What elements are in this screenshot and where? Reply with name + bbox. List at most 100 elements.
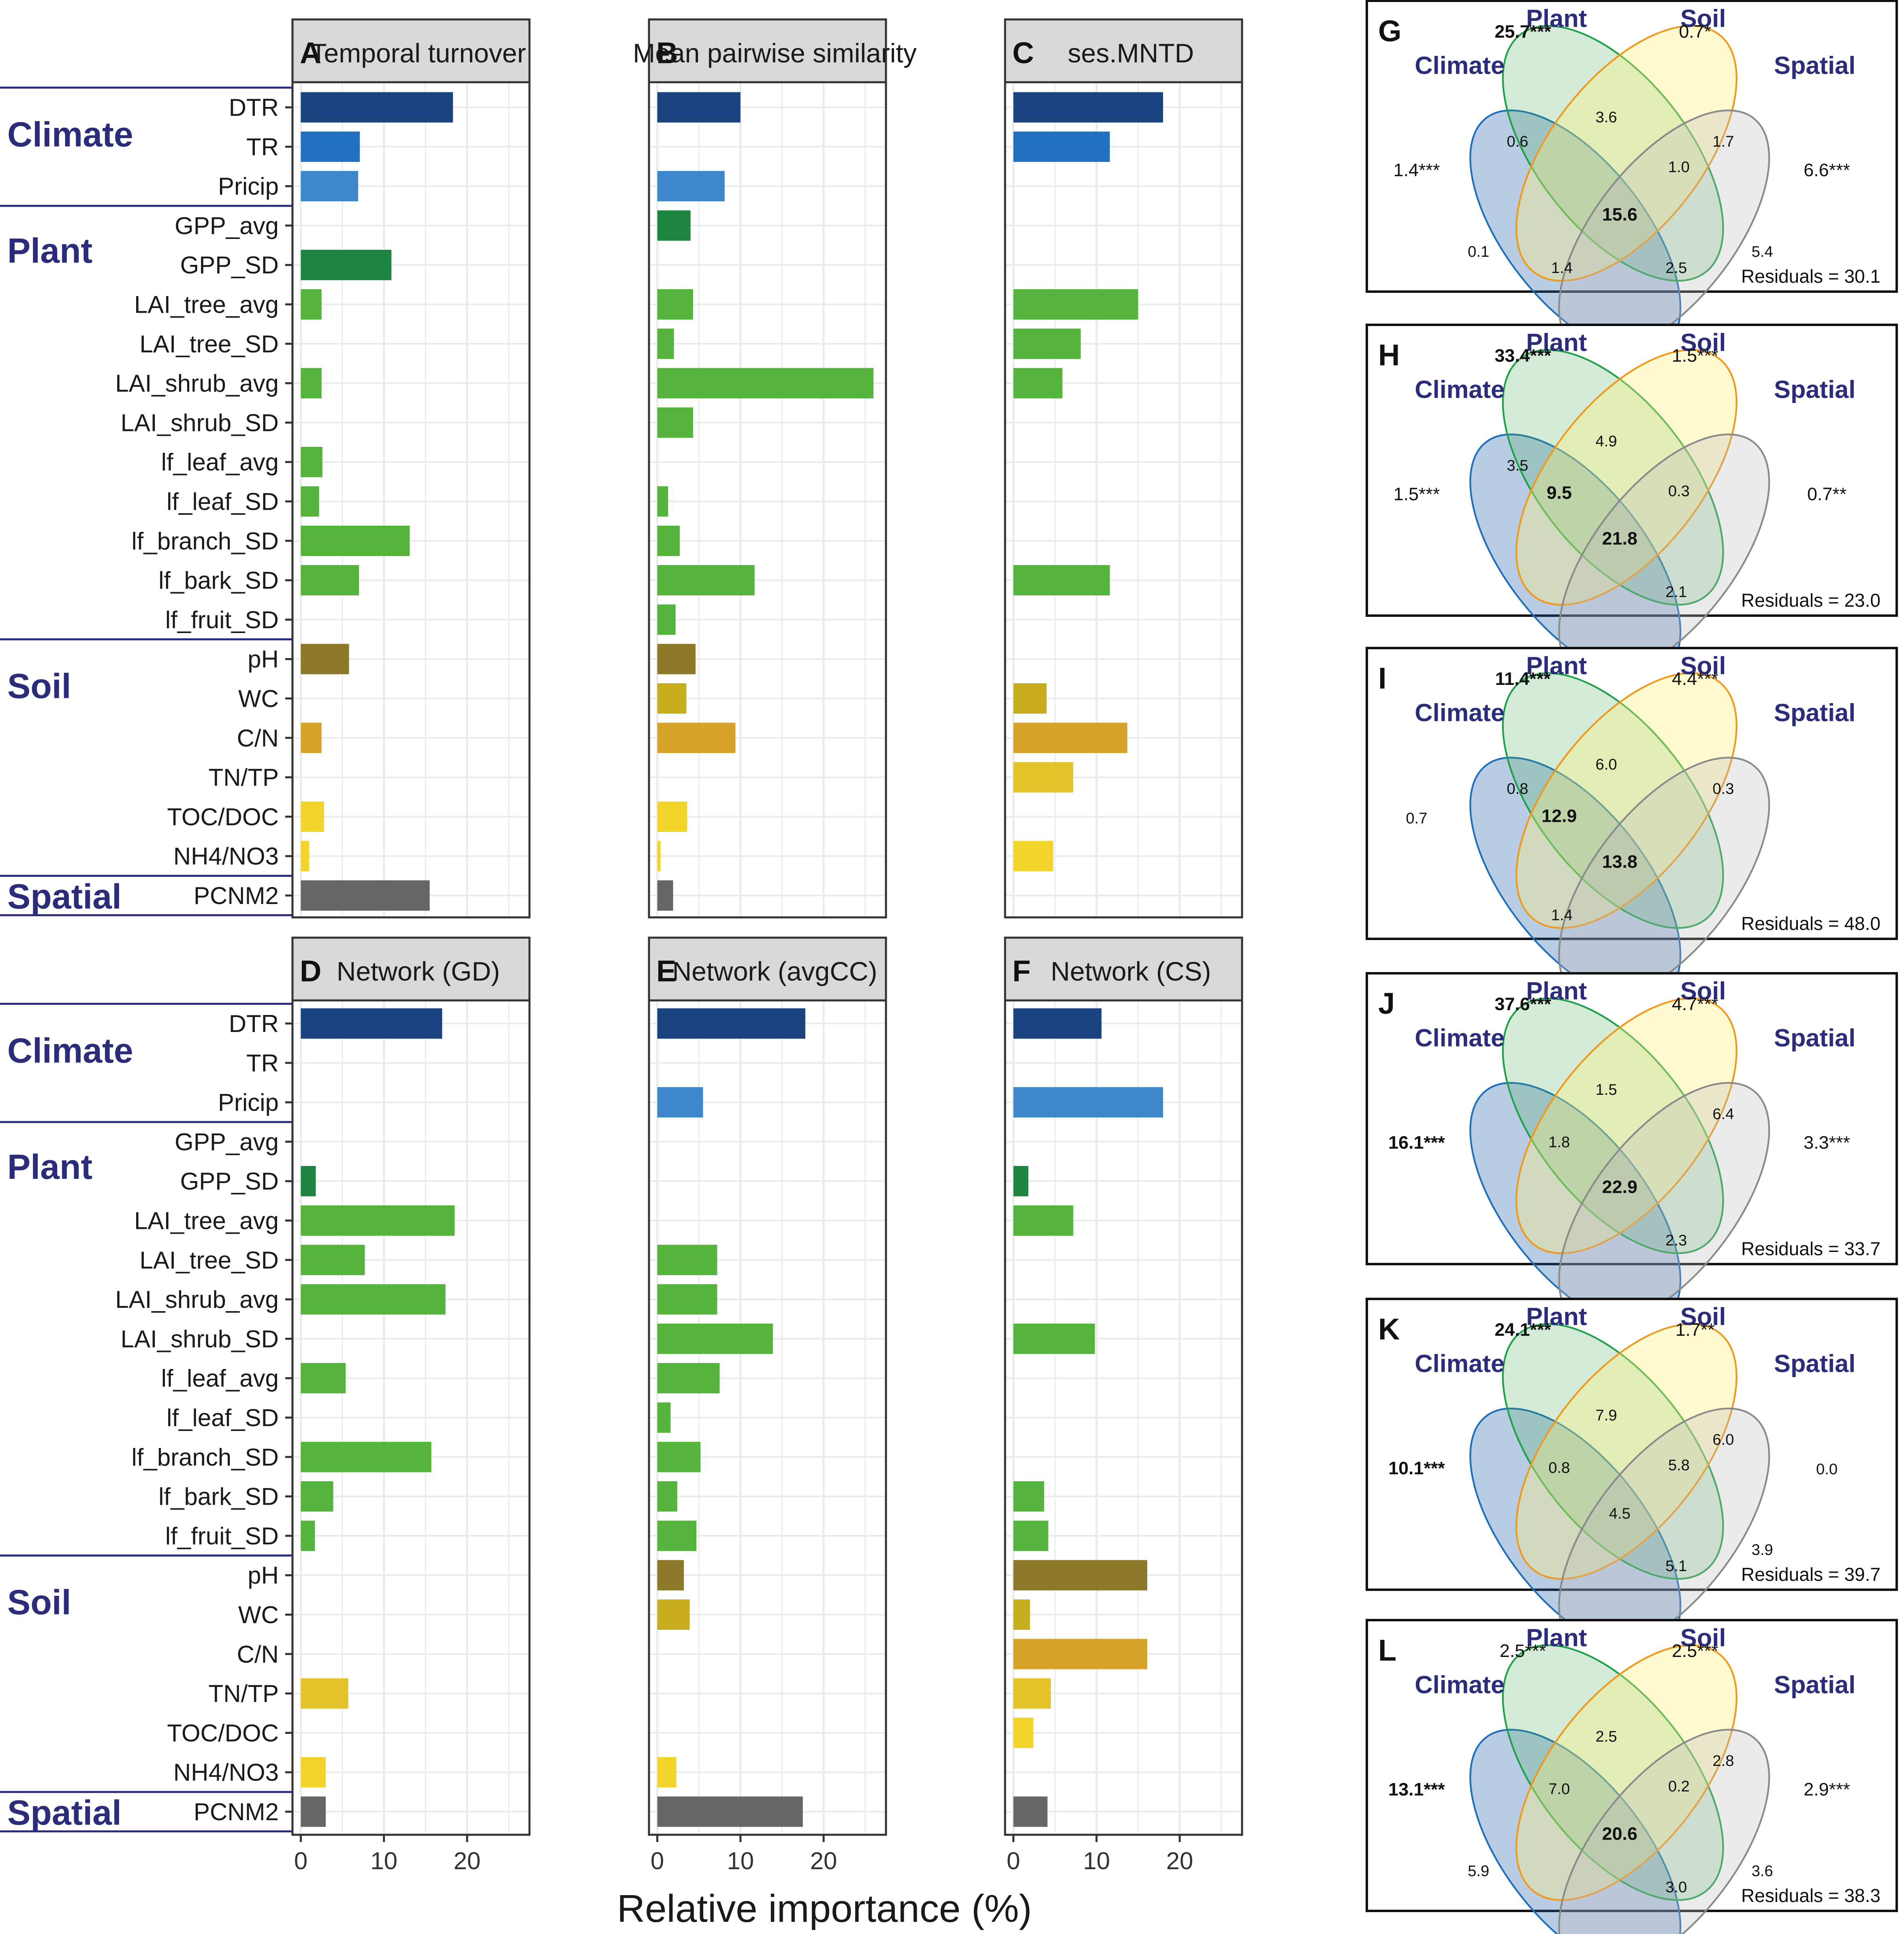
venn-label-climate: Climate <box>1415 1671 1505 1699</box>
venn-value: 6.0 <box>1712 1431 1734 1448</box>
bar-lf-bark-sd <box>1013 1481 1044 1512</box>
bar-c-n <box>1013 1639 1147 1670</box>
venn-value: 9.5 <box>1547 483 1572 503</box>
bar-lf-bark-sd <box>1013 565 1110 596</box>
y-label-lai-tree-sd: LAI_tree_SD <box>139 331 279 358</box>
panel-d: D Network (GD) 0 10 20 <box>291 936 531 1874</box>
bar-pcnm2 <box>301 1796 326 1827</box>
bar-gpp-sd <box>301 249 392 280</box>
y-label-toc-doc: TOC/DOC <box>167 1719 279 1746</box>
bar-c-n <box>657 723 736 753</box>
plot-area <box>292 82 529 917</box>
venn-diagram: Plant Soil Climate Spatial 33.4*** 1.5*** 1.5*… <box>1394 328 1855 680</box>
bar-lf-branch-sd <box>301 1441 431 1472</box>
venn-value: 4.5 <box>1609 1505 1631 1522</box>
venn-value: 1.7 <box>1712 133 1734 150</box>
bar-lai-shrub-sd <box>657 1323 773 1354</box>
venn-value: 2.8 <box>1712 1752 1734 1770</box>
panel-strip <box>1004 18 1243 83</box>
y-label-gpp-sd: GPP_SD <box>180 1168 279 1195</box>
venn-value: 2.5 <box>1596 1728 1617 1745</box>
group-label-climate: Climate <box>7 115 133 154</box>
venn-value: 1.4 <box>1551 906 1573 924</box>
y-label-dtr: DTR <box>229 1010 279 1037</box>
venn-label-spatial: Spatial <box>1774 1350 1855 1378</box>
bar-lf-branch-sd <box>657 1441 701 1472</box>
x-axis-title: Relative importance (%) <box>617 1887 1032 1930</box>
bar-toc-doc <box>1013 1717 1033 1748</box>
panel-title: Temporal turnover <box>311 38 526 68</box>
y-label-tr: TR <box>246 1049 279 1077</box>
venn-box <box>1366 0 1898 293</box>
x-tick-label: 10 <box>727 1847 754 1874</box>
bar-pricip <box>657 171 725 202</box>
venn-label-soil: Soil <box>1680 1303 1726 1331</box>
bar-tr <box>301 131 360 162</box>
bar-lai-shrub-avg <box>657 368 874 399</box>
venn-value: 13.8 <box>1602 852 1637 872</box>
bar-pricip <box>1013 1087 1163 1118</box>
venn-panel-h: H Plant Soil Climate Spatial 33.4*** 1.5*** 1.5… <box>1366 324 1898 680</box>
venn-value: 7.0 <box>1548 1780 1570 1798</box>
panel-title: Mean pairwise similarity <box>633 38 917 68</box>
venn-set-soil <box>1515 349 1738 606</box>
y-axis-row-2: DTR TR Pricip GPP_avg GPP_SD LAI_tree_avg LAI_… <box>0 1002 292 1833</box>
x-tick-label: 20 <box>454 1847 481 1874</box>
venn-value: 4.7*** <box>1672 994 1718 1014</box>
bar-lf-leaf-sd <box>301 486 319 517</box>
bar-dtr <box>1013 92 1163 123</box>
venn-value: 1.0 <box>1668 158 1690 176</box>
bar-lai-shrub-sd <box>657 407 693 438</box>
venn-value: 6.0 <box>1596 756 1617 773</box>
panel-letter: B <box>656 36 678 70</box>
y-label-lf-leaf-sd: lf_leaf_SD <box>166 488 279 515</box>
venn-diagram: Plant Soil Climate Spatial 24.1*** 1.7** 10.1*… <box>1388 1303 1855 1654</box>
venn-label-climate: Climate <box>1415 1350 1505 1378</box>
x-tick-label: 20 <box>810 1847 837 1874</box>
venn-label-climate: Climate <box>1415 52 1505 80</box>
venn-value: 4.4*** <box>1672 669 1718 689</box>
venn-residuals: Residuals = 38.3 <box>1741 1885 1881 1906</box>
venn-value: 0.8 <box>1507 780 1528 797</box>
y-axis-row-1: DTR TR Pricip GPP_avg GPP_SD LAI_tree_avg LAI_… <box>0 86 292 917</box>
venn-set-soil <box>1515 997 1738 1254</box>
venn-label-spatial: Spatial <box>1774 376 1855 404</box>
venn-set-soil <box>1515 672 1738 929</box>
y-label-c-n: C/N <box>237 725 279 752</box>
venn-value: 1.4*** <box>1394 160 1440 180</box>
venn-residuals: Residuals = 23.0 <box>1741 590 1881 611</box>
bar-dtr <box>301 1008 442 1039</box>
venn-value: 1.5 <box>1596 1081 1617 1098</box>
bar-lf-leaf-avg <box>657 1363 720 1394</box>
venn-value: 0.3 <box>1668 482 1690 500</box>
venn-panel-i: I Plant Soil Climate Spatial 11.4*** 4.4*** 0.7… <box>1366 647 1898 1003</box>
panel-title: ses.MNTD <box>1068 38 1194 68</box>
venn-value: 2.9*** <box>1804 1779 1850 1800</box>
bar-c-n <box>301 723 322 753</box>
venn-label-plant: Plant <box>1526 977 1587 1005</box>
bar-nh4-no3 <box>657 841 661 872</box>
venn-value: 4.9 <box>1596 433 1617 450</box>
panel-border <box>648 81 887 919</box>
bar-lai-tree-avg <box>657 289 693 320</box>
bar-pcnm2 <box>657 1796 803 1827</box>
bar-toc-doc <box>301 801 324 832</box>
venn-label-soil: Soil <box>1680 977 1726 1005</box>
venn-residuals: Residuals = 48.0 <box>1741 913 1881 934</box>
panel-letter: A <box>300 36 321 70</box>
bar-lf-bark-sd <box>301 1481 333 1512</box>
bar-lai-shrub-sd <box>1013 1323 1095 1354</box>
venn-value: 0.2 <box>1668 1778 1690 1795</box>
bar-ph <box>301 644 349 674</box>
venn-value: 2.5*** <box>1672 1641 1718 1661</box>
venn-diagram: Plant Soil Climate Spatial 11.4*** 4.4*** 0.7 0… <box>1406 652 1855 1003</box>
bar-ph <box>657 644 696 674</box>
bar-lf-leaf-avg <box>301 1363 346 1394</box>
group-label-soil: Soil <box>7 1583 71 1622</box>
venn-value: 3.5 <box>1507 457 1528 474</box>
venn-letter: G <box>1378 14 1402 48</box>
x-tick-label: 0 <box>294 1847 307 1874</box>
venn-value: 0.7* <box>1679 21 1711 42</box>
